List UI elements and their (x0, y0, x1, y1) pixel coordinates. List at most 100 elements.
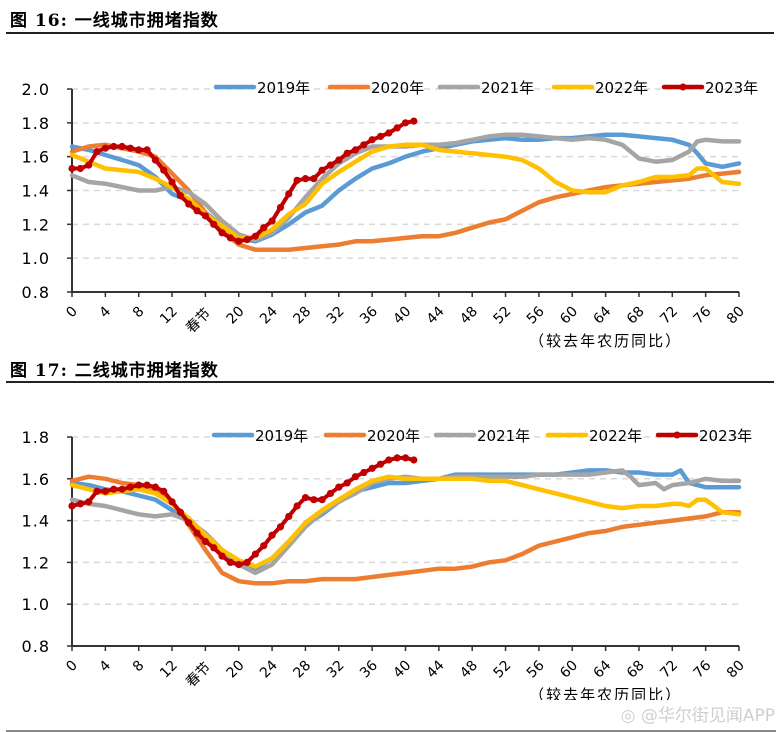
data-point-2023 (85, 161, 93, 169)
x-tick-label: 40 (390, 304, 414, 328)
data-point-2023 (168, 498, 176, 506)
watermark: ◎ @华尔街见闻APP (621, 701, 775, 726)
legend-label: 2020年 (367, 427, 420, 445)
data-point-2023 (185, 200, 193, 208)
data-point-2023 (310, 496, 318, 504)
x-tick-label: 32 (324, 304, 348, 328)
x-tick-label: 44 (424, 303, 448, 327)
legend-label: 2022年 (595, 79, 648, 97)
data-point-2023 (76, 164, 84, 173)
bottom-divider (6, 730, 776, 732)
data-point-2023 (118, 485, 126, 493)
series-line-2021 (69, 468, 742, 576)
data-point-2023 (385, 456, 393, 464)
legend-item-2019: 2019年 (211, 427, 308, 445)
data-point-2023 (93, 487, 101, 495)
data-point-2023 (151, 156, 159, 164)
y-tick-label: 0.8 (22, 637, 50, 656)
x-tick-label: 56 (524, 657, 548, 681)
data-point-2023 (410, 117, 418, 125)
x-tick-label: 8 (130, 658, 148, 676)
data-point-2023 (151, 483, 159, 491)
chart-second-tier-congestion: 0.81.01.21.41.61.80 4 8 12 春节 20 24 28 32 36 40 44 4… (22, 427, 753, 700)
x-tick-label: 48 (457, 304, 481, 328)
x-tick-label: 64 (591, 657, 615, 681)
x-tick-label: 76 (691, 657, 715, 681)
series-line-2022 (69, 142, 742, 241)
series-line-2023 (70, 119, 416, 244)
x-tick-label: 72 (657, 304, 681, 328)
data-point-2023 (68, 164, 76, 173)
data-point-2023 (393, 124, 401, 132)
data-point-2023 (193, 529, 201, 537)
data-point-2023 (143, 481, 151, 489)
watermark-text: @华尔街见闻APP (640, 706, 775, 726)
data-point-2023 (226, 558, 235, 566)
y-tick-label: 1.4 (22, 512, 50, 531)
x-tick-label: 4 (97, 657, 115, 675)
x-tick-label: 64 (591, 303, 615, 327)
data-point-2023 (326, 161, 335, 169)
data-point-2023 (310, 175, 318, 183)
legend-label: 2023年 (699, 427, 752, 445)
legend-label: 2023年 (705, 79, 758, 97)
x-tick-label: 40 (390, 658, 414, 682)
x-tick-label: 52 (490, 658, 514, 682)
data-point-2023 (185, 519, 193, 527)
data-point-2023 (243, 558, 251, 566)
x-tick-label: 春节 (183, 306, 214, 337)
x-tick-label: 0 (63, 304, 81, 322)
data-point-2023 (326, 489, 335, 498)
data-point-2023 (76, 500, 84, 508)
data-point-2023 (260, 542, 268, 550)
legend-marker (673, 431, 681, 439)
data-point-2023 (68, 502, 76, 510)
data-point-2023 (226, 234, 235, 242)
x-tick-label: 32 (324, 658, 348, 682)
chart-first-tier-congestion: 0.81.01.21.41.61.82.00 4 8 12 春节 20 24 28 32 36 40… (22, 79, 759, 350)
x-tick-label: 60 (557, 304, 581, 328)
data-point-2023 (301, 494, 310, 502)
data-point-2023 (126, 483, 134, 491)
data-point-2023 (110, 142, 118, 151)
data-point-2023 (210, 544, 218, 552)
x-tick-label: 48 (457, 658, 481, 682)
x-tick-label: 12 (157, 304, 181, 328)
y-tick-label: 1.4 (22, 182, 50, 201)
legend-label: 2021年 (481, 79, 534, 97)
data-point-2023 (210, 220, 218, 228)
x-tick-label: 80 (724, 658, 748, 682)
data-point-2023 (160, 166, 168, 174)
data-point-2023 (276, 203, 285, 212)
x-tick-label: 20 (224, 304, 248, 328)
x-tick-label: 72 (657, 658, 681, 682)
data-point-2023 (368, 136, 376, 144)
data-point-2023 (335, 156, 343, 164)
y-tick-label: 1.8 (22, 428, 50, 447)
title-divider (6, 32, 774, 34)
data-point-2023 (168, 178, 176, 186)
y-tick-label: 1.6 (22, 470, 50, 489)
x-axis-title: （较去年农历同比） (529, 332, 682, 350)
legend-item-2020: 2020年 (327, 79, 424, 97)
x-tick-label: 24 (257, 303, 281, 327)
data-point-2023 (401, 119, 410, 127)
x-tick-label: 36 (357, 303, 381, 327)
figure-17-label: 图 17: (10, 361, 68, 381)
data-point-2023 (268, 217, 276, 225)
x-tick-label: 4 (97, 303, 115, 321)
data-point-2023 (343, 479, 351, 487)
data-point-2023 (376, 132, 385, 140)
x-tick-label: 20 (224, 658, 248, 682)
y-tick-label: 1.0 (22, 595, 50, 614)
data-point-2023 (251, 550, 260, 558)
x-tick-label: 28 (290, 658, 314, 682)
data-point-2023 (360, 141, 368, 149)
figure-17-title: 图 17: 二线城市拥堵指数 (10, 356, 219, 381)
data-point-2023 (351, 146, 360, 154)
figure-16-label: 图 16: (10, 11, 68, 31)
data-point-2023 (176, 508, 184, 516)
data-point-2023 (335, 483, 343, 491)
legend-item-2021: 2021年 (433, 427, 530, 445)
y-tick-label: 1.6 (22, 148, 50, 167)
